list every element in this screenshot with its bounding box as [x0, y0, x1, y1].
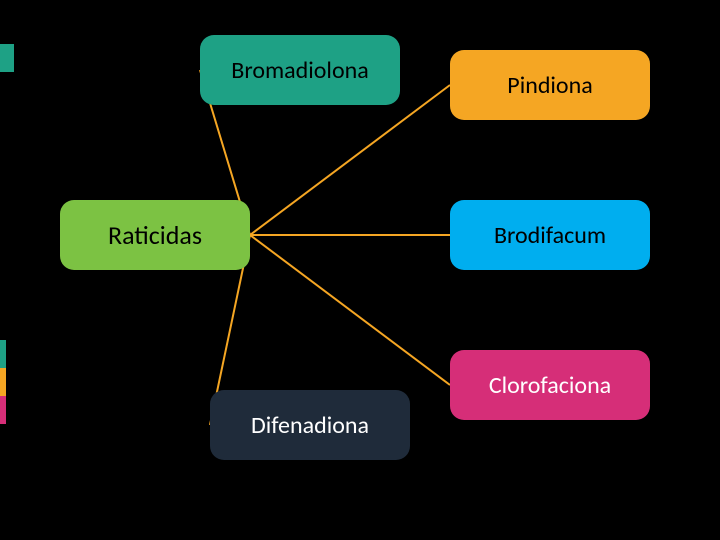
accent-bar: [0, 368, 6, 396]
accent-bar: [0, 396, 6, 424]
edge-line: [250, 85, 450, 235]
node-label: Raticidas: [108, 219, 202, 251]
diagram-stage: Raticidas Bromadiolona Pindiona Brodifac…: [0, 0, 720, 540]
node-root: Raticidas: [60, 200, 250, 270]
node-pindiona: Pindiona: [450, 50, 650, 120]
node-difenadiona: Difenadiona: [210, 390, 410, 460]
node-label: Pindiona: [507, 71, 592, 100]
edge-line: [250, 235, 450, 385]
node-brodifacum: Brodifacum: [450, 200, 650, 270]
accent-bar: [0, 340, 6, 368]
node-label: Clorofaciona: [489, 371, 611, 400]
accent-bar: [0, 44, 14, 72]
node-label: Difenadiona: [251, 411, 369, 440]
node-bromadiolona: Bromadiolona: [200, 35, 400, 105]
node-label: Brodifacum: [494, 221, 606, 250]
node-label: Bromadiolona: [231, 56, 368, 85]
node-clorofaciona: Clorofaciona: [450, 350, 650, 420]
